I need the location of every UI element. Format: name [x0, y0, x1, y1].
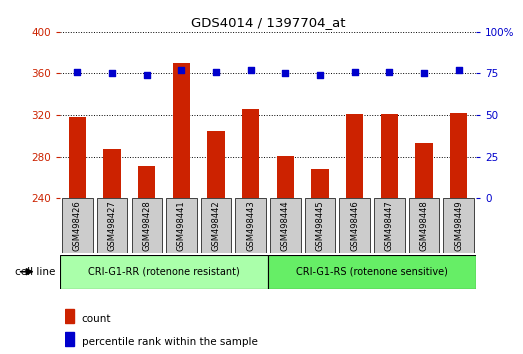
Point [350, 69, 359, 75]
Point [316, 72, 324, 78]
Text: GSM498449: GSM498449 [454, 200, 463, 251]
Text: GSM498426: GSM498426 [73, 200, 82, 251]
Text: GSM498444: GSM498444 [281, 200, 290, 251]
Text: GSM498442: GSM498442 [212, 200, 221, 251]
Text: CRI-G1-RR (rotenone resistant): CRI-G1-RR (rotenone resistant) [88, 267, 240, 277]
Bar [305, 198, 335, 253]
Bar [381, 114, 398, 198]
Bar [268, 255, 476, 289]
Point [454, 67, 463, 73]
Text: GSM498443: GSM498443 [246, 200, 255, 251]
Bar [173, 63, 190, 198]
Bar [65, 332, 74, 346]
Bar [235, 198, 266, 253]
Bar [104, 149, 121, 198]
Bar [415, 143, 433, 198]
Text: GSM498446: GSM498446 [350, 200, 359, 251]
Bar [138, 166, 155, 198]
Point [212, 69, 220, 75]
Point [281, 71, 290, 76]
Point [385, 69, 393, 75]
Text: count: count [82, 314, 111, 324]
Bar [242, 109, 259, 198]
Bar [277, 156, 294, 198]
Bar [208, 131, 225, 198]
Point [143, 72, 151, 78]
Bar [450, 113, 467, 198]
Bar [97, 198, 128, 253]
Point [246, 67, 255, 73]
Bar [65, 309, 74, 323]
Point [420, 71, 428, 76]
Text: GSM498428: GSM498428 [142, 200, 151, 251]
Bar [311, 169, 328, 198]
Text: GSM498447: GSM498447 [385, 200, 394, 251]
Text: GSM498427: GSM498427 [108, 200, 117, 251]
Bar [339, 198, 370, 253]
Text: GSM498448: GSM498448 [419, 200, 428, 251]
Bar [408, 198, 439, 253]
Bar [444, 198, 474, 253]
Bar [62, 198, 93, 253]
Text: GSM498441: GSM498441 [177, 200, 186, 251]
Text: GDS4014 / 1397704_at: GDS4014 / 1397704_at [191, 16, 345, 29]
Text: CRI-G1-RS (rotenone sensitive): CRI-G1-RS (rotenone sensitive) [296, 267, 448, 277]
Point [108, 71, 116, 76]
Bar [374, 198, 405, 253]
Point [177, 67, 186, 73]
Bar [201, 198, 231, 253]
Text: cell line: cell line [15, 267, 55, 277]
Text: GSM498445: GSM498445 [315, 200, 324, 251]
Bar [270, 198, 301, 253]
Text: percentile rank within the sample: percentile rank within the sample [82, 337, 257, 347]
Bar [69, 117, 86, 198]
Bar [131, 198, 162, 253]
Point [73, 69, 82, 75]
Bar [346, 114, 363, 198]
Bar [60, 255, 268, 289]
Bar [166, 198, 197, 253]
